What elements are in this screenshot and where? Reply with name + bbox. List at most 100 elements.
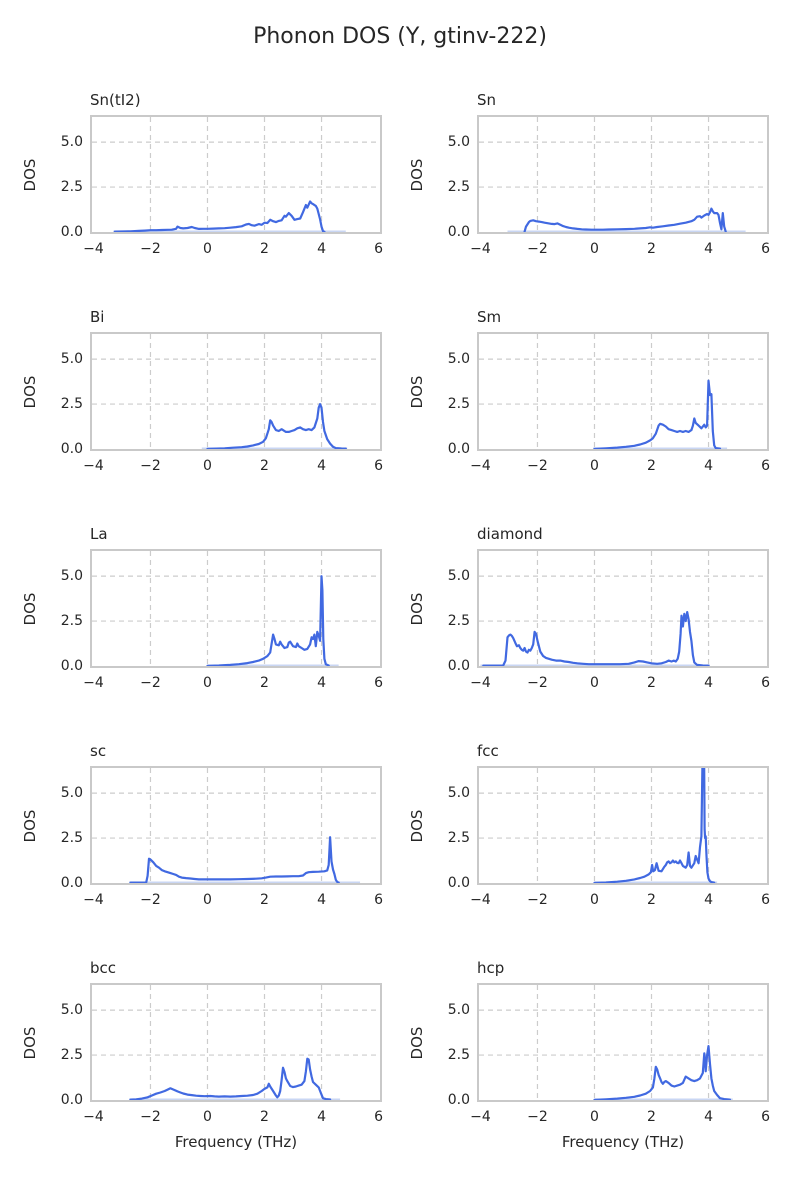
plot-area [92, 334, 380, 449]
y-tick-label: 5.0 [60, 1002, 83, 1019]
subplot-title: Sm [477, 307, 502, 326]
x-tick-label: 2 [647, 892, 656, 908]
x-tick-label: 4 [317, 892, 326, 908]
x-tick-label: 4 [704, 458, 713, 474]
subplot-title: diamond [477, 524, 543, 543]
x-tick-label: 2 [647, 1109, 656, 1125]
x-tick-label: 6 [374, 458, 384, 474]
x-tick-label: −2 [527, 675, 548, 691]
x-tick-label: 0 [203, 675, 212, 691]
y-tick-label: 0.0 [60, 875, 83, 891]
x-tick-label: −4 [83, 458, 104, 474]
x-tick-label: 4 [317, 1109, 326, 1125]
subplot-title: hcp [477, 958, 505, 977]
x-tick-labels: −4 −2 0 2 4 6 [83, 666, 383, 692]
subplot-hcp: hcp DOS 0.0 2.5 5.0 −4 −2 0 2 4 6 Frequency (TH… [408, 959, 770, 1151]
dos-curve [129, 1057, 332, 1100]
subplot-sn: Sn DOS 0.0 2.5 5.0 −4 −2 0 2 4 6 [408, 91, 770, 257]
y-tick-label: 2.5 [447, 1047, 470, 1064]
x-axis-label: Frequency (THz) [174, 1133, 298, 1151]
x-tick-labels: −4 −2 0 2 4 6 [470, 666, 770, 692]
y-tick-label: 2.5 [447, 830, 470, 847]
y-tick-label: 0.0 [447, 441, 470, 457]
dos-curve [206, 402, 347, 449]
x-tick-labels: −4 −2 0 2 4 6 [83, 449, 383, 475]
y-tick-labels: 0.0 2.5 5.0 [36, 332, 92, 457]
x-tick-label: 4 [317, 241, 326, 257]
plot-area [479, 768, 767, 883]
dos-curve [593, 1044, 731, 1100]
dos-curve [593, 379, 722, 449]
x-tick-label: −4 [470, 241, 491, 257]
plot-area [92, 985, 380, 1100]
subplot-title: Bi [90, 307, 105, 326]
y-tick-label: 0.0 [60, 1092, 83, 1108]
x-tick-label: −2 [140, 675, 161, 691]
subplot-title: bcc [90, 958, 117, 977]
subplot-diamond: diamond DOS 0.0 2.5 5.0 −4 −2 0 2 4 6 [408, 525, 770, 691]
x-tick-label: 0 [590, 241, 599, 257]
y-tick-labels: 0.0 2.5 5.0 [36, 983, 92, 1108]
x-tick-label: −4 [470, 675, 491, 691]
x-tick-label: 2 [260, 458, 269, 474]
x-tick-label: −2 [527, 458, 548, 474]
y-tick-label: 2.5 [447, 396, 470, 413]
subplot-title: sc [90, 741, 107, 760]
x-tick-label: 6 [374, 1109, 384, 1125]
plot-area [92, 551, 380, 666]
x-tick-label: −4 [83, 1109, 104, 1125]
x-tick-labels: −4 −2 0 2 4 6 [83, 1100, 383, 1126]
subplot-title: fcc [477, 741, 499, 760]
x-tick-label: 4 [317, 458, 326, 474]
x-tick-label: 2 [260, 892, 269, 908]
x-tick-label: 4 [704, 241, 713, 257]
x-tick-label: 6 [374, 892, 384, 908]
subplot-la: La DOS 0.0 2.5 5.0 −4 −2 0 2 4 6 [21, 525, 383, 691]
subplot-title: Sn(tI2) [90, 90, 141, 109]
x-tick-label: 0 [203, 892, 212, 908]
plot-area [92, 768, 380, 883]
x-tick-label: −2 [140, 458, 161, 474]
x-tick-label: 4 [704, 892, 713, 908]
x-tick-label: 4 [317, 675, 326, 691]
y-tick-label: 2.5 [447, 179, 470, 196]
x-tick-label: −4 [470, 458, 491, 474]
y-tick-label: 0.0 [447, 1092, 470, 1108]
y-tick-label: 2.5 [60, 396, 83, 413]
x-tick-label: −4 [470, 1109, 491, 1125]
x-tick-label: 6 [374, 675, 384, 691]
dos-curve [523, 207, 727, 232]
y-tick-label: 5.0 [60, 568, 83, 585]
y-tick-label: 0.0 [447, 224, 470, 240]
x-tick-label: 6 [761, 1109, 771, 1125]
x-tick-label: 2 [647, 458, 656, 474]
y-tick-labels: 0.0 2.5 5.0 [36, 766, 92, 891]
x-tick-label: −4 [83, 892, 104, 908]
y-tick-label: 5.0 [60, 351, 83, 368]
plot-area [479, 117, 767, 232]
dos-curve [129, 836, 340, 883]
y-tick-label: 5.0 [447, 785, 470, 802]
dos-curve [206, 575, 330, 666]
x-tick-labels: −4 −2 0 2 4 6 [470, 1100, 770, 1126]
y-tick-labels: 0.0 2.5 5.0 [423, 766, 479, 891]
y-tick-labels: 0.0 2.5 5.0 [423, 115, 479, 240]
x-tick-labels: −4 −2 0 2 4 6 [83, 232, 383, 258]
subplot-title: Sn [477, 90, 497, 109]
y-tick-label: 5.0 [60, 134, 83, 151]
x-tick-label: −2 [527, 241, 548, 257]
x-tick-label: 6 [761, 241, 771, 257]
subplot-sc: sc DOS 0.0 2.5 5.0 −4 −2 0 2 4 6 [21, 742, 383, 908]
x-tick-label: −2 [140, 1109, 161, 1125]
x-axis-label: Frequency (THz) [561, 1133, 685, 1151]
y-tick-labels: 0.0 2.5 5.0 [423, 332, 479, 457]
y-tick-label: 0.0 [60, 658, 83, 674]
x-tick-label: 0 [590, 1109, 599, 1125]
x-tick-label: 6 [761, 458, 771, 474]
x-tick-label: 0 [203, 241, 212, 257]
y-tick-labels: 0.0 2.5 5.0 [36, 549, 92, 674]
x-tick-label: 2 [647, 241, 656, 257]
x-tick-label: 6 [374, 241, 384, 257]
subplot-sm: Sm DOS 0.0 2.5 5.0 −4 −2 0 2 4 6 [408, 308, 770, 474]
